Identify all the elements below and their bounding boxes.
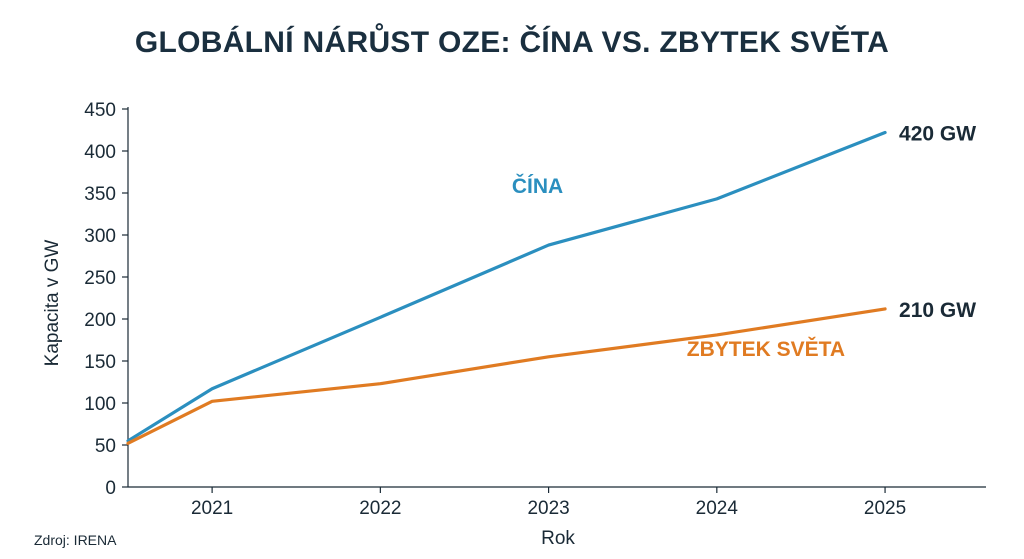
y-axis-title: Kapacita v GW	[42, 240, 63, 367]
series-label-cina: ČÍNA	[512, 174, 563, 198]
x-tick-label: 2025	[864, 498, 906, 519]
y-tick-label: 250	[84, 268, 116, 289]
x-axis-title: Rok	[541, 528, 575, 549]
chart-title: GLOBÁLNÍ NÁRŮST OZE: ČÍNA VS. ZBYTEK SVĚ…	[134, 26, 890, 59]
y-tick-label: 200	[84, 310, 116, 331]
x-tick-label: 2023	[527, 498, 569, 519]
y-axis: 0 50 100 150 200 250 300 350 400 450	[84, 100, 129, 499]
y-tick-label: 450	[84, 100, 116, 121]
y-tick-label: 50	[95, 436, 116, 457]
series-line-zbytek-sveta	[126, 307, 887, 445]
series-lines	[126, 130, 887, 445]
y-tick-label: 350	[84, 184, 116, 205]
x-tick-label: 2024	[696, 498, 739, 519]
y-tick-label: 300	[84, 226, 116, 247]
series-label-zbytek-sveta: ZBYTEK SVĚTA	[687, 337, 845, 361]
y-tick-label: 400	[84, 142, 116, 163]
source-note: Zdroj: IRENA	[34, 532, 117, 548]
y-tick-label: 100	[84, 394, 116, 415]
end-value-label-cina: 420 GW	[899, 123, 976, 146]
x-tick-label: 2022	[359, 498, 401, 519]
series-labels: ČÍNA 420 GW ZBYTEK SVĚTA 210 GW	[512, 123, 976, 361]
end-value-label-zbytek-sveta: 210 GW	[899, 299, 976, 322]
series-line-cina	[126, 130, 887, 443]
x-axis: 2021 2022 2023 2024 2025	[128, 486, 986, 519]
x-tick-label: 2021	[191, 498, 233, 519]
y-tick-label: 0	[105, 478, 116, 499]
y-tick-label: 150	[84, 352, 116, 373]
